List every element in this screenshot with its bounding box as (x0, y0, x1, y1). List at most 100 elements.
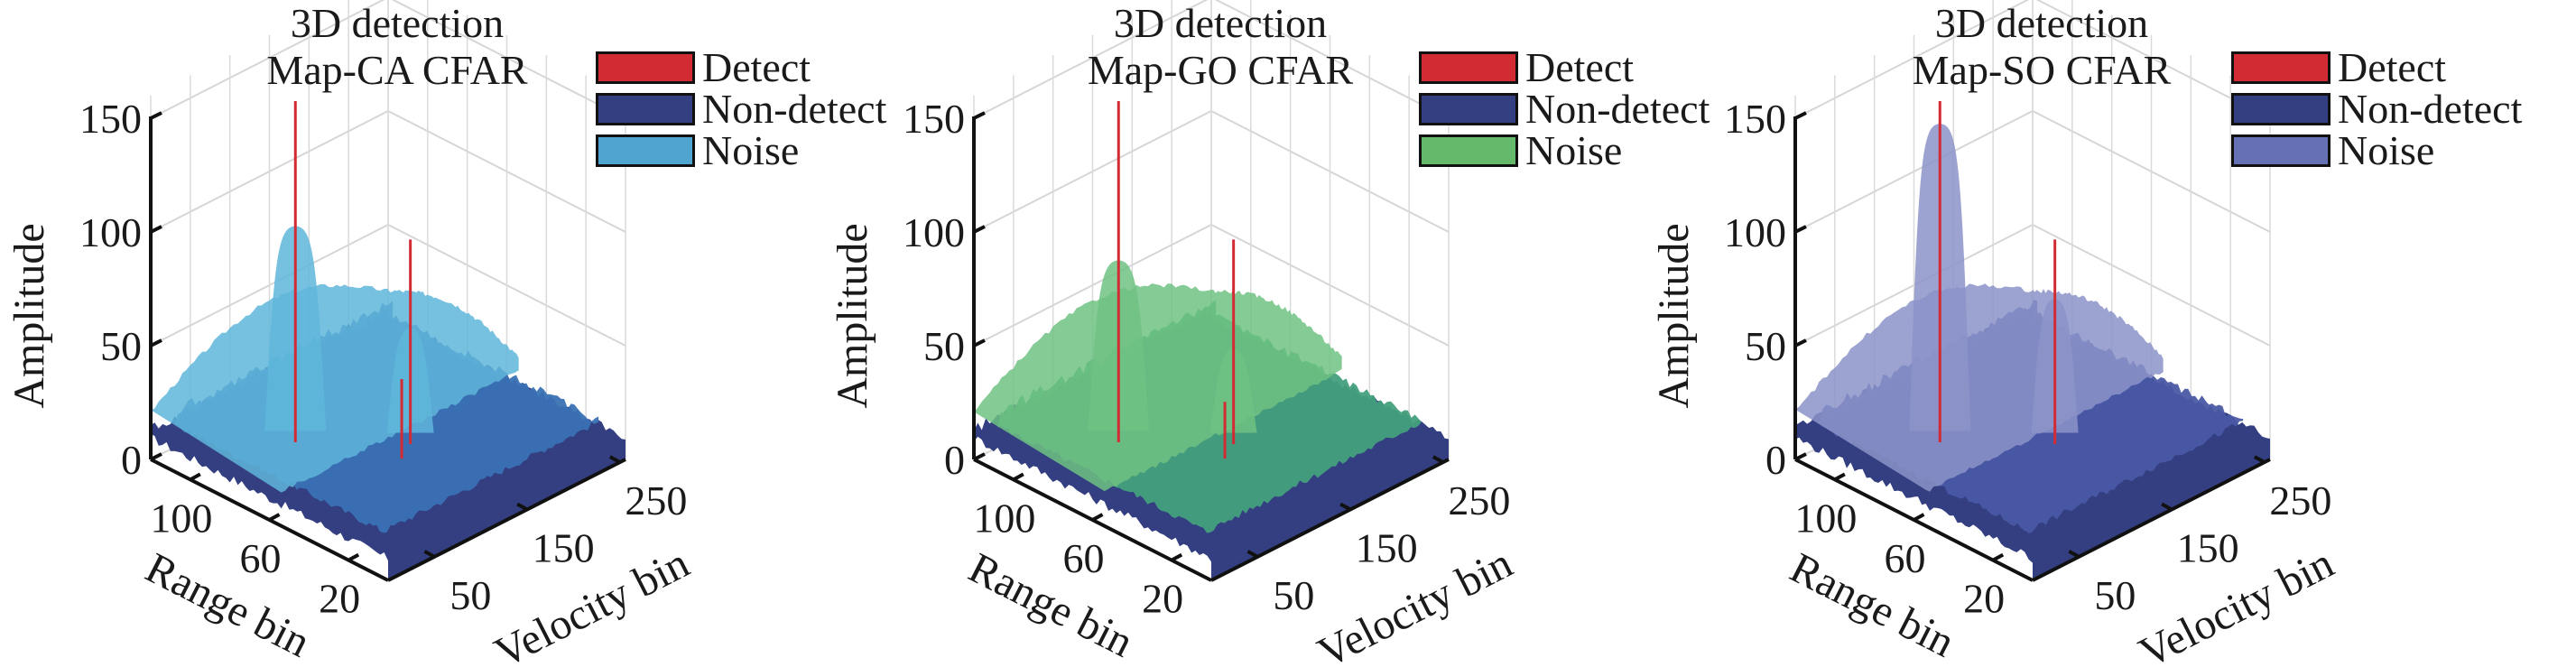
velocity-tick (516, 502, 529, 512)
range-tick-label: 20 (319, 576, 360, 622)
z-tick (1794, 225, 1807, 234)
title-line2: Map-CA CFAR (266, 47, 528, 93)
range-tick (268, 513, 281, 522)
amplitude-axis-label: Amplitude (829, 223, 876, 408)
range-tick-label: 20 (1963, 576, 2005, 622)
plot-so: 0 50 100 150 20 60 100 50 150 250 Amplitude Range b… (1650, 0, 2341, 667)
z-tick (150, 225, 162, 234)
legend-item-non-detect: Non-detect (596, 88, 886, 130)
legend: Detect Non-detect Noise (1419, 47, 1710, 171)
z-tick (973, 338, 986, 347)
velocity-tick (1432, 455, 1444, 464)
velocity-axis (1210, 458, 1450, 582)
z-tick-label: 50 (923, 323, 965, 369)
range-axis-label: Range bin (138, 543, 318, 666)
velocity-tick-label: 50 (2094, 572, 2136, 618)
velocity-tick-label: 250 (2269, 477, 2331, 523)
z-tick-label: 150 (903, 96, 965, 142)
legend-item-non-detect: Non-detect (1419, 88, 1710, 130)
panel-so: 0 50 100 150 20 60 100 50 150 250 Amplitude Range b… (1645, 0, 2522, 667)
velocity-tick (2253, 455, 2266, 464)
z-tick-label: 150 (1724, 96, 1786, 142)
velocity-tick-label: 50 (1273, 572, 1314, 618)
legend-item-noise: Noise (596, 130, 886, 171)
velocity-tick (2068, 550, 2080, 559)
z-tick-label: 50 (1745, 323, 1786, 369)
title-line1: 3D detection (290, 0, 505, 46)
range-tick-label: 100 (973, 495, 1035, 541)
legend-label: Detect (702, 44, 811, 90)
velocity-tick (608, 455, 621, 464)
range-tick (1913, 513, 1925, 522)
title-line2: Map-SO CFAR (1912, 47, 2172, 93)
range-tick (189, 472, 201, 482)
swatch-detect (2231, 51, 2330, 84)
swatch-noise (2231, 134, 2330, 167)
swatch-noise (596, 134, 695, 167)
z-tick-label: 0 (1765, 437, 1786, 483)
range-tick-label: 20 (1142, 576, 1183, 622)
legend-item-noise: Noise (1419, 130, 1710, 171)
surface-noise (151, 283, 519, 493)
velocity-axis (2032, 458, 2271, 582)
velocity-tick-label: 50 (449, 572, 491, 618)
velocity-tick-label: 150 (1356, 524, 1418, 570)
z-tick (1794, 111, 1807, 120)
surface-noise (1795, 283, 2164, 492)
plot-go: 0 50 100 150 20 60 100 50 150 250 Amplitude Range b… (829, 0, 1520, 667)
velocity-tick (1246, 550, 1259, 559)
z-tick (973, 225, 986, 234)
z-tick (150, 111, 162, 120)
z-tick-label: 100 (903, 209, 965, 255)
legend-label: Detect (1525, 44, 1635, 90)
velocity-tick (423, 550, 436, 559)
range-tick-label: 60 (1063, 535, 1105, 581)
surface-noise (974, 283, 1342, 492)
legend-item-detect: Detect (1419, 47, 1710, 88)
legend-item-non-detect: Non-detect (2231, 88, 2522, 130)
legend-label: Non-detect (1525, 86, 1710, 132)
z-tick-label: 0 (944, 437, 965, 483)
range-tick (1012, 472, 1024, 482)
legend-label: Non-detect (702, 86, 887, 132)
legend: Detect Non-detect Noise (596, 47, 886, 171)
title-line2: Map-GO CFAR (1087, 47, 1354, 93)
range-tick (1833, 472, 1846, 482)
range-axis-label: Range bin (961, 543, 1141, 666)
velocity-tick-label: 150 (533, 524, 595, 570)
panel-title: 3D detection Map-SO CFAR (1843, 0, 2240, 94)
velocity-tick (2161, 502, 2173, 512)
legend-item-detect: Detect (596, 47, 886, 88)
legend-label: Noise (702, 127, 800, 173)
legend-label: Noise (1525, 127, 1623, 173)
z-tick-label: 0 (121, 437, 142, 483)
z-tick (150, 452, 162, 461)
velocity-axis (387, 458, 626, 582)
plot-ca: 0 50 100 150 20 60 100 50 150 250 Amplitude Range b… (5, 0, 697, 667)
panel-title: 3D detection Map-GO CFAR (1022, 0, 1419, 94)
legend-label: Detect (2338, 44, 2447, 90)
range-tick (347, 552, 360, 562)
legend-label: Noise (2338, 127, 2435, 173)
z-tick (973, 111, 986, 120)
panel-ca: 0 50 100 150 20 60 100 50 150 250 Amplitude Range b… (0, 0, 886, 667)
z-tick (1794, 452, 1807, 461)
z-tick-label: 100 (1724, 209, 1786, 255)
range-tick-label: 60 (240, 535, 282, 581)
swatch-non-detect (596, 93, 695, 125)
legend-item-detect: Detect (2231, 47, 2522, 88)
z-tick (150, 338, 162, 347)
velocity-tick-label: 250 (625, 477, 687, 523)
range-tick (1091, 513, 1104, 522)
legend: Detect Non-detect Noise (2231, 47, 2522, 171)
swatch-non-detect (2231, 93, 2330, 125)
range-tick-label: 100 (150, 495, 212, 541)
z-tick (1794, 338, 1807, 347)
z-tick-label: 100 (79, 209, 142, 255)
swatch-noise (1419, 134, 1518, 167)
legend-item-noise: Noise (2231, 130, 2522, 171)
z-tick-label: 150 (79, 96, 142, 142)
panel-title: 3D detection Map-CA CFAR (199, 0, 596, 94)
velocity-tick-label: 250 (1448, 477, 1510, 523)
velocity-tick (1339, 502, 1352, 512)
